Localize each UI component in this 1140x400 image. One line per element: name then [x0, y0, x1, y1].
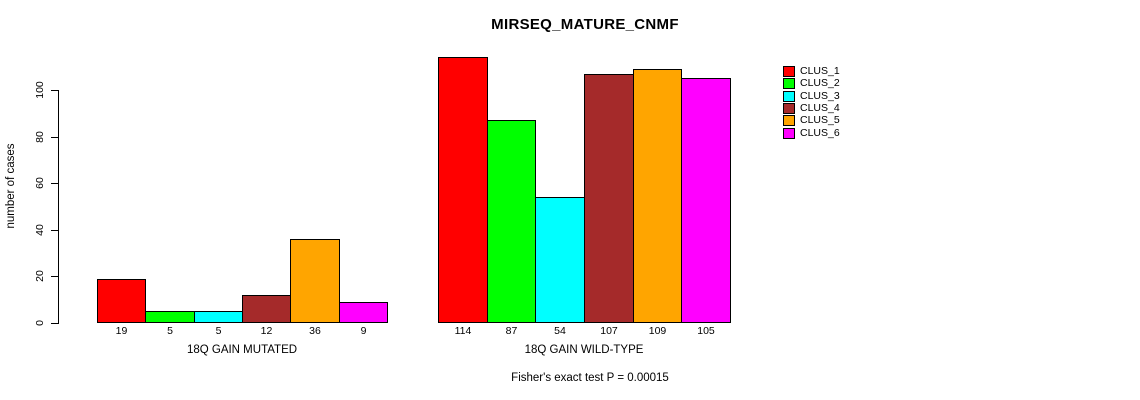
- bar-value-label: 114: [454, 325, 472, 337]
- bar-value-label: 107: [600, 325, 618, 337]
- bar-value-label: 9: [360, 325, 367, 337]
- bar-clus_6-mutated: [339, 302, 388, 323]
- bar-clus_1-mutated: [97, 279, 146, 323]
- bar-value-label: 5: [215, 325, 222, 337]
- y-tick: [51, 323, 58, 324]
- chart-title: MIRSEQ_MATURE_CNMF: [491, 16, 679, 33]
- bar-clus_5-mutated: [290, 239, 340, 323]
- legend-item-label: CLUS_2: [800, 77, 840, 89]
- fisher-test-note: Fisher's exact test P = 0.00015: [511, 372, 669, 384]
- bar-value-label: 12: [260, 325, 273, 337]
- legend-color-swatch-clus_6: [783, 128, 795, 139]
- bar-value-label: 36: [309, 325, 321, 337]
- legend-item-label: CLUS_4: [800, 102, 840, 114]
- x-axis-label-wild-type: 18Q GAIN WILD-TYPE: [524, 344, 644, 356]
- legend-color-swatch-clus_4: [783, 103, 795, 114]
- legend-item-label: CLUS_3: [800, 90, 840, 102]
- bar-value-label: 87: [505, 325, 518, 337]
- bar-clus_1-wild-type: [438, 57, 488, 323]
- bar-value-label: 19: [115, 325, 128, 337]
- legend-color-swatch-clus_5: [783, 115, 795, 126]
- y-tick: [51, 183, 58, 184]
- bar-value-label: 5: [167, 325, 173, 337]
- legend-color-swatch-clus_3: [783, 91, 795, 102]
- legend-color-swatch-clus_1: [783, 66, 795, 77]
- y-tick: [51, 90, 58, 91]
- bar-clus_6-wild-type: [681, 78, 731, 323]
- y-tick: [51, 137, 58, 138]
- x-axis-label-mutated: 18Q GAIN MUTATED: [186, 344, 298, 356]
- bar-clus_2-wild-type: [487, 120, 536, 323]
- legend-item-label: CLUS_6: [800, 127, 840, 139]
- y-tick: [51, 276, 58, 277]
- bar-value-label: 54: [554, 325, 566, 337]
- bar-value-label: 105: [697, 325, 715, 337]
- y-axis: [58, 90, 59, 324]
- bar-clus_4-mutated: [242, 295, 291, 323]
- bar-value-label: 109: [648, 325, 667, 337]
- legend-item-label: CLUS_1: [800, 65, 840, 77]
- legend-item-label: CLUS_5: [800, 114, 840, 126]
- y-tick: [51, 230, 58, 231]
- bar-clus_5-wild-type: [633, 69, 682, 323]
- legend-color-swatch-clus_2: [783, 78, 795, 89]
